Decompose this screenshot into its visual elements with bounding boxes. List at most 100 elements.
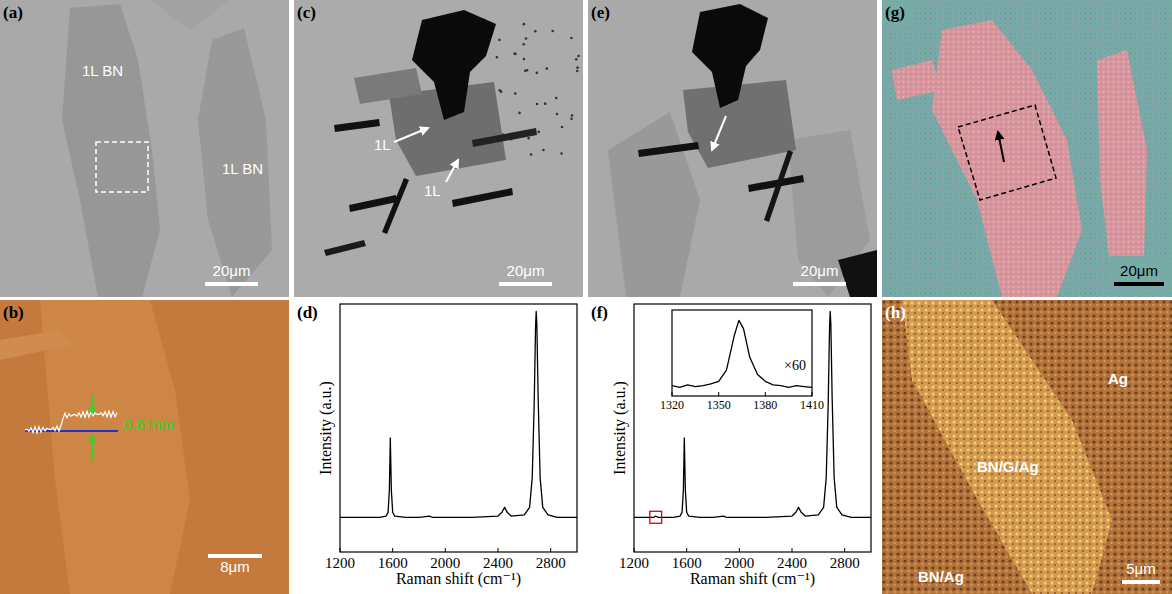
panel-b: (b) 0.61nm 8μm xyxy=(0,300,289,594)
image-label: 1L BN xyxy=(82,62,123,79)
x-tick-label: 2800 xyxy=(536,555,566,571)
scale-bar xyxy=(499,282,552,286)
region-label: Ag xyxy=(1108,370,1128,387)
speck xyxy=(576,66,579,69)
speck xyxy=(570,118,573,121)
region-label: BN/Ag xyxy=(918,568,964,585)
x-tick xyxy=(392,548,393,552)
speck xyxy=(525,37,528,40)
x-tick-label: 1410 xyxy=(800,398,824,412)
speck xyxy=(536,72,539,75)
height-arrow xyxy=(91,396,93,413)
image-background xyxy=(588,0,877,297)
panel-label: (c) xyxy=(297,3,316,22)
panel-c-image xyxy=(294,0,583,297)
panel-label: (b) xyxy=(3,303,24,322)
speck xyxy=(496,56,499,59)
flake xyxy=(638,142,699,157)
panel-g-image xyxy=(882,0,1172,297)
speck xyxy=(518,112,521,115)
arrow xyxy=(998,132,1004,162)
panel-label: (g) xyxy=(885,3,905,22)
image-background xyxy=(0,0,289,297)
scale-bar-label: 20μm xyxy=(801,262,839,279)
flake xyxy=(62,4,160,297)
panel-d: 12001600200024002800Raman shift (cm⁻¹)In… xyxy=(297,303,577,588)
panel-label: (a) xyxy=(3,3,23,22)
panel-e: (e) 20μm xyxy=(588,0,877,297)
x-tick xyxy=(445,548,446,552)
zoom-box xyxy=(958,105,1056,200)
x-tick-label: 1200 xyxy=(619,555,649,571)
x-tick-label: 1320 xyxy=(660,398,684,412)
speck xyxy=(524,70,527,73)
y-axis-title: Intensity (a.u.) xyxy=(317,381,335,475)
x-axis-title: Raman shift (cm⁻¹) xyxy=(396,570,521,588)
speck xyxy=(561,126,564,129)
flake xyxy=(412,10,496,120)
x-tick xyxy=(340,548,341,552)
speck xyxy=(577,55,580,58)
speck xyxy=(544,102,547,105)
flake xyxy=(764,150,793,222)
panel-label: (e) xyxy=(591,3,610,22)
x-tick-label: 1380 xyxy=(753,398,777,412)
speck xyxy=(534,30,537,33)
speck xyxy=(571,114,574,117)
panel-e-image xyxy=(588,0,877,297)
panel-a: (a)1L BN1L BN20μm xyxy=(0,0,289,297)
x-axis-title: Raman shift (cm⁻¹) xyxy=(690,570,815,588)
label-patch xyxy=(882,0,914,24)
x-tick xyxy=(550,548,551,552)
speck xyxy=(545,67,548,70)
speck xyxy=(500,90,503,93)
scale-bar xyxy=(1114,282,1164,286)
x-tick xyxy=(634,548,635,552)
scale-bar xyxy=(1122,580,1160,584)
height-arrow xyxy=(91,436,93,460)
flake xyxy=(472,128,537,147)
x-tick xyxy=(498,548,499,552)
image-label: 1L xyxy=(374,136,391,153)
spectrum-line xyxy=(672,320,812,387)
speck xyxy=(576,70,579,73)
speck xyxy=(514,53,517,56)
panel-label: (f) xyxy=(591,303,608,322)
height-label: 0.61nm xyxy=(124,416,174,433)
panel-label: (d) xyxy=(297,303,318,322)
speck xyxy=(523,23,526,26)
speck xyxy=(513,52,516,55)
flake xyxy=(198,28,272,297)
label-patch xyxy=(1110,256,1170,290)
speck xyxy=(556,113,559,116)
image-background xyxy=(294,0,583,297)
x-tick xyxy=(765,392,766,396)
flake xyxy=(324,240,366,256)
image-background xyxy=(882,0,1172,297)
panel-label: (h) xyxy=(885,303,906,322)
x-tick xyxy=(792,548,793,552)
scale-bar-label: 5μm xyxy=(1126,560,1155,577)
plot-frame xyxy=(340,304,577,552)
image-label: 1L xyxy=(424,182,441,199)
flake xyxy=(349,195,397,212)
speck xyxy=(530,153,533,156)
x-tick-label: 1600 xyxy=(378,555,408,571)
panel-h-image xyxy=(882,300,1172,594)
speck xyxy=(537,131,540,134)
plot-lines xyxy=(672,320,812,387)
scale-bar-label: 8μm xyxy=(220,558,249,575)
map-flake xyxy=(932,20,1082,297)
speck xyxy=(536,103,539,106)
plot-frame xyxy=(672,310,812,396)
x-tick-label: 2400 xyxy=(777,555,807,571)
flake xyxy=(354,68,422,104)
panel-b-image xyxy=(0,300,289,594)
flake xyxy=(692,4,768,108)
speck xyxy=(542,149,545,152)
scale-bar-label: 20μm xyxy=(213,262,251,279)
panel-a-image xyxy=(0,0,289,297)
zoom-box xyxy=(96,142,148,192)
x-tick xyxy=(844,548,845,552)
arrow xyxy=(712,116,726,150)
